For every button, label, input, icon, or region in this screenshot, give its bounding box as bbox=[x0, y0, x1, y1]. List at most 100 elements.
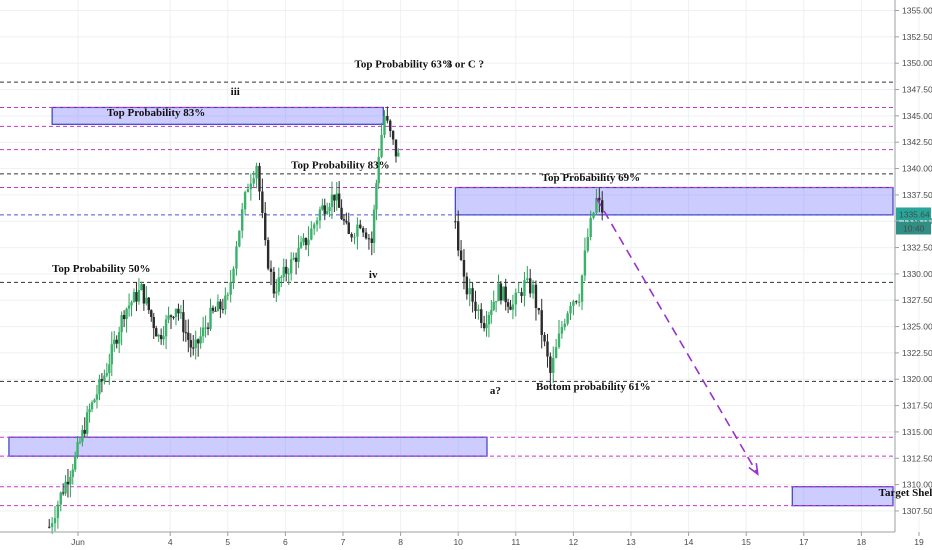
candle-body bbox=[531, 284, 535, 294]
candle-body bbox=[328, 207, 331, 212]
candle-body bbox=[140, 284, 143, 291]
candle-body bbox=[125, 308, 128, 320]
candle-body bbox=[454, 221, 457, 223]
candle-body bbox=[529, 278, 532, 294]
candle-body bbox=[318, 209, 322, 221]
candle-body bbox=[285, 266, 288, 274]
x-tick-label: 8 bbox=[398, 537, 403, 547]
y-tick-label: 1345.00 bbox=[902, 111, 932, 121]
y-tick-label: 1325.00 bbox=[902, 322, 932, 332]
candle-body bbox=[192, 347, 195, 349]
candle-body bbox=[269, 268, 273, 272]
candle-body bbox=[209, 307, 212, 329]
candle-body bbox=[110, 344, 113, 365]
candle-body bbox=[59, 492, 62, 505]
y-tick-label: 1335.00 bbox=[902, 216, 932, 226]
countdown-label: 10:40 bbox=[903, 223, 925, 233]
candle-body bbox=[342, 219, 346, 221]
candle-body bbox=[184, 332, 188, 334]
candle-body bbox=[509, 306, 512, 310]
candle-body bbox=[199, 336, 202, 344]
candle-body bbox=[159, 335, 163, 340]
candle-body bbox=[383, 115, 386, 135]
candle-body bbox=[474, 301, 477, 312]
candle-body bbox=[177, 308, 180, 314]
candle-body bbox=[187, 332, 190, 341]
candle-body bbox=[64, 481, 67, 494]
candle-body bbox=[221, 308, 225, 310]
candle-body bbox=[537, 307, 541, 311]
candle-body bbox=[304, 238, 308, 246]
candle-body bbox=[492, 301, 495, 310]
candle-body bbox=[367, 238, 371, 240]
candle-body bbox=[506, 302, 510, 307]
candle-body bbox=[546, 341, 549, 357]
candle-body bbox=[345, 220, 348, 223]
candle-body bbox=[482, 322, 486, 329]
candle-body bbox=[540, 310, 543, 335]
candle-body bbox=[85, 412, 89, 434]
candle-body bbox=[575, 301, 578, 303]
annotation-label: iii bbox=[231, 86, 240, 98]
candle-body bbox=[377, 156, 380, 184]
candle-body bbox=[48, 526, 51, 528]
candle-body bbox=[137, 290, 141, 302]
candle-body bbox=[130, 302, 133, 306]
y-tick-label: 1327.50 bbox=[902, 295, 932, 305]
candle-body bbox=[88, 409, 91, 413]
candle-body bbox=[211, 307, 215, 311]
candle-body bbox=[595, 197, 598, 213]
x-tick-label: 12 bbox=[569, 537, 579, 547]
candle-body bbox=[83, 429, 86, 434]
candle-body bbox=[499, 283, 503, 301]
price-zone bbox=[8, 436, 488, 457]
candle-body bbox=[155, 328, 158, 337]
candle-body bbox=[282, 266, 285, 277]
y-tick-label: 1350.00 bbox=[902, 58, 932, 68]
candle-body bbox=[150, 310, 153, 317]
x-tick-label: 4 bbox=[168, 537, 173, 547]
annotation-label: Top Probability 69% bbox=[542, 172, 640, 184]
candle-body bbox=[554, 347, 558, 358]
candle-body bbox=[252, 178, 255, 184]
candle-body bbox=[277, 277, 281, 292]
y-tick-label: 1320.00 bbox=[902, 374, 932, 384]
annotation-label: Target Shell 1310.54 bbox=[879, 487, 932, 499]
candle-body bbox=[243, 192, 247, 210]
candle-body bbox=[310, 228, 313, 240]
candle-body bbox=[255, 165, 258, 179]
candle-body bbox=[391, 130, 395, 140]
candle-body bbox=[103, 375, 106, 381]
candle-body bbox=[583, 250, 587, 276]
candle-body bbox=[502, 286, 505, 301]
annotation-label: iv bbox=[369, 269, 378, 281]
candle-body bbox=[511, 304, 515, 310]
y-tick-label: 1337.50 bbox=[902, 190, 932, 200]
candle-body bbox=[592, 212, 595, 218]
candle-body bbox=[394, 139, 398, 157]
candle-body bbox=[353, 236, 356, 238]
candle-body bbox=[560, 327, 564, 334]
annotation-label: Top Probability 83% bbox=[291, 160, 389, 172]
candle-body bbox=[364, 232, 368, 239]
candle-body bbox=[182, 312, 185, 333]
candle-body bbox=[201, 327, 205, 337]
y-tick-label: 1340.00 bbox=[902, 164, 932, 174]
y-tick-label: 1315.00 bbox=[902, 427, 932, 437]
x-tick-label: 6 bbox=[283, 537, 288, 547]
candle-body bbox=[287, 273, 290, 275]
candle-body bbox=[566, 313, 569, 324]
candle-body bbox=[563, 323, 566, 328]
candle-body bbox=[589, 217, 592, 238]
candle-body bbox=[477, 309, 480, 312]
candle-body bbox=[204, 327, 207, 329]
candle-body bbox=[194, 339, 197, 349]
projection-arrow bbox=[595, 197, 759, 476]
candle-body bbox=[485, 324, 488, 329]
candle-body bbox=[333, 194, 336, 201]
candle-body bbox=[169, 315, 173, 317]
candle-body bbox=[497, 283, 500, 302]
candle-body bbox=[347, 222, 350, 234]
candle-body bbox=[325, 211, 329, 214]
